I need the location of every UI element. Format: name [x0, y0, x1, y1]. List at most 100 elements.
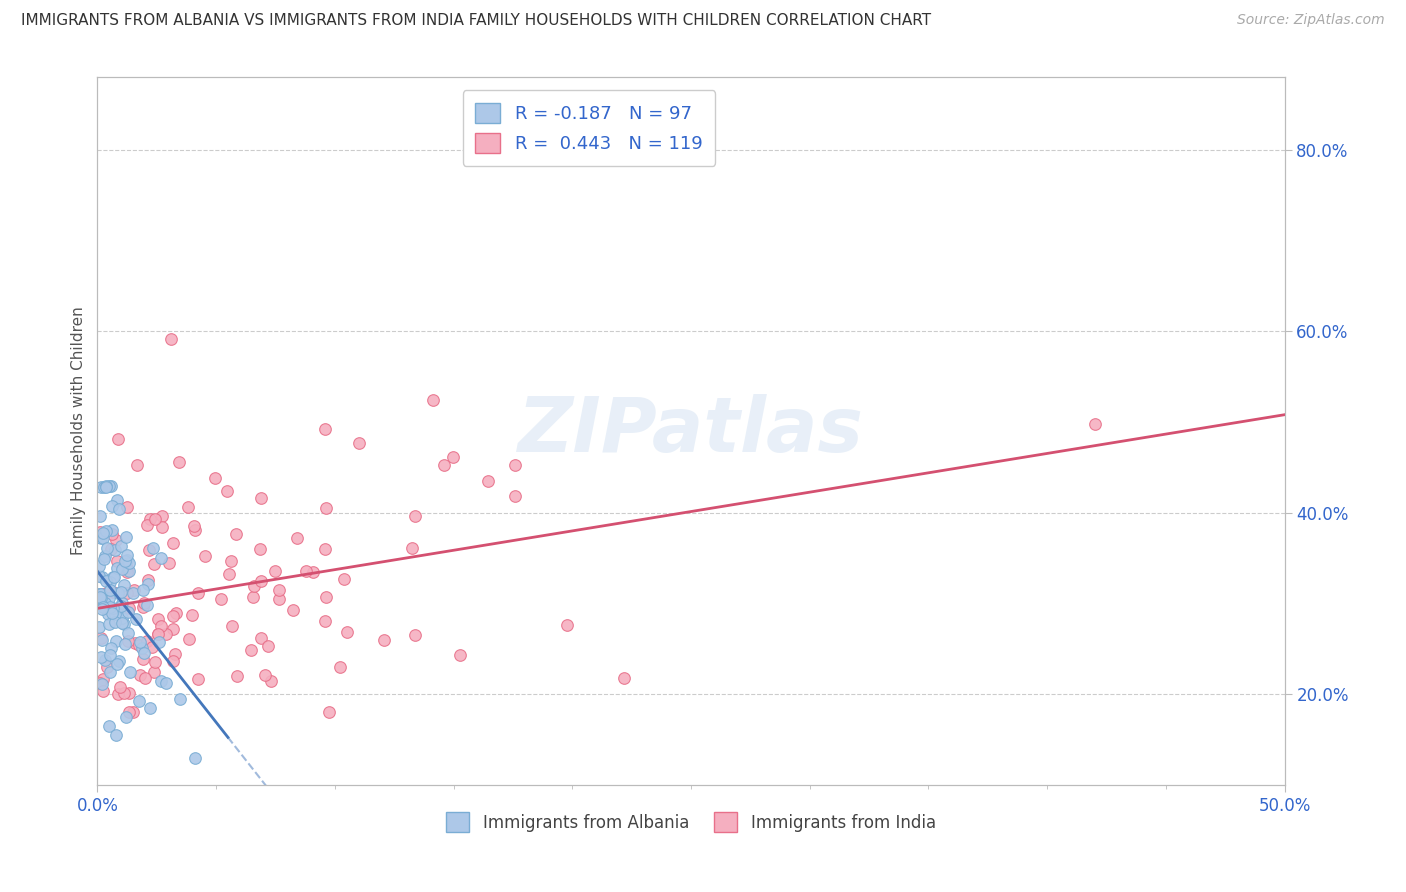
Point [219, 554, 242, 568]
Point [249, 491, 271, 506]
Point [117, 634, 139, 648]
Point [98, 575, 121, 590]
Point [105, 634, 128, 648]
Point [441, 450, 464, 464]
Point [112, 617, 135, 632]
Point [90, 570, 112, 584]
Point [89, 587, 111, 601]
Point [108, 680, 131, 694]
Point [124, 636, 146, 650]
Point [117, 705, 139, 719]
Point [90, 649, 112, 664]
Point [146, 626, 169, 640]
Point [155, 676, 177, 690]
Point [143, 511, 166, 525]
Point [118, 600, 141, 615]
Point [136, 577, 159, 591]
Point [314, 542, 336, 557]
Point [139, 511, 162, 525]
Point [134, 646, 156, 660]
Point [132, 583, 155, 598]
Point [96, 541, 118, 555]
Point [302, 565, 325, 579]
Point [149, 619, 172, 633]
Text: IMMIGRANTS FROM ALBANIA VS IMMIGRANTS FROM INDIA FAMILY HOUSEHOLDS WITH CHILDREN: IMMIGRANTS FROM ALBANIA VS IMMIGRANTS FR… [21, 13, 931, 29]
Point [249, 541, 271, 556]
Point [118, 665, 141, 680]
Point [100, 641, 122, 656]
Point [136, 518, 159, 533]
Point [157, 556, 180, 570]
Point [107, 561, 129, 575]
Point [160, 332, 183, 346]
Point [100, 542, 122, 557]
Point [209, 592, 232, 607]
Point [103, 543, 125, 558]
Point [91, 525, 114, 540]
Point [115, 553, 138, 567]
Point [169, 691, 191, 706]
Point [136, 598, 159, 612]
Point [204, 471, 226, 485]
Point [503, 489, 526, 503]
Point [124, 583, 146, 598]
Point [148, 627, 170, 641]
Point [239, 643, 262, 657]
Point [404, 508, 426, 523]
Point [242, 590, 264, 604]
Point [101, 606, 124, 620]
Point [105, 657, 128, 671]
Point [100, 478, 122, 492]
Point [250, 574, 273, 588]
Point [179, 632, 201, 646]
Point [132, 596, 155, 610]
Text: Source: ZipAtlas.com: Source: ZipAtlas.com [1237, 13, 1385, 28]
Point [115, 500, 138, 514]
Point [149, 673, 172, 688]
Point [110, 599, 132, 613]
Y-axis label: Family Households with Children: Family Households with Children [72, 307, 86, 556]
Point [183, 750, 205, 764]
Point [187, 586, 209, 600]
Point [93, 683, 115, 698]
Point [108, 502, 131, 516]
Point [221, 618, 243, 632]
Point [117, 548, 139, 562]
Point [503, 458, 526, 472]
Point [115, 560, 138, 574]
Point [94, 478, 117, 492]
Point [404, 628, 426, 642]
Point [87, 620, 110, 634]
Point [93, 480, 115, 494]
Point [433, 458, 456, 473]
Point [90, 631, 112, 645]
Point [294, 564, 316, 578]
Point [333, 572, 356, 586]
Point [104, 533, 127, 547]
Point [90, 587, 112, 601]
Point [103, 601, 125, 615]
Point [149, 551, 172, 566]
Point [138, 543, 160, 558]
Point [103, 607, 125, 621]
Point [90, 480, 112, 494]
Point [613, 671, 636, 685]
Point [96, 574, 118, 589]
Point [254, 668, 277, 682]
Point [91, 673, 114, 687]
Point [177, 500, 200, 514]
Point [328, 659, 350, 673]
Point [111, 562, 134, 576]
Point [283, 603, 305, 617]
Point [127, 458, 149, 473]
Point [118, 556, 141, 570]
Point [194, 549, 217, 563]
Point [97, 607, 120, 621]
Point [314, 422, 336, 436]
Point [134, 671, 156, 685]
Point [91, 531, 114, 545]
Point [117, 586, 139, 600]
Point [91, 587, 114, 601]
Point [349, 435, 371, 450]
Point [163, 647, 186, 661]
